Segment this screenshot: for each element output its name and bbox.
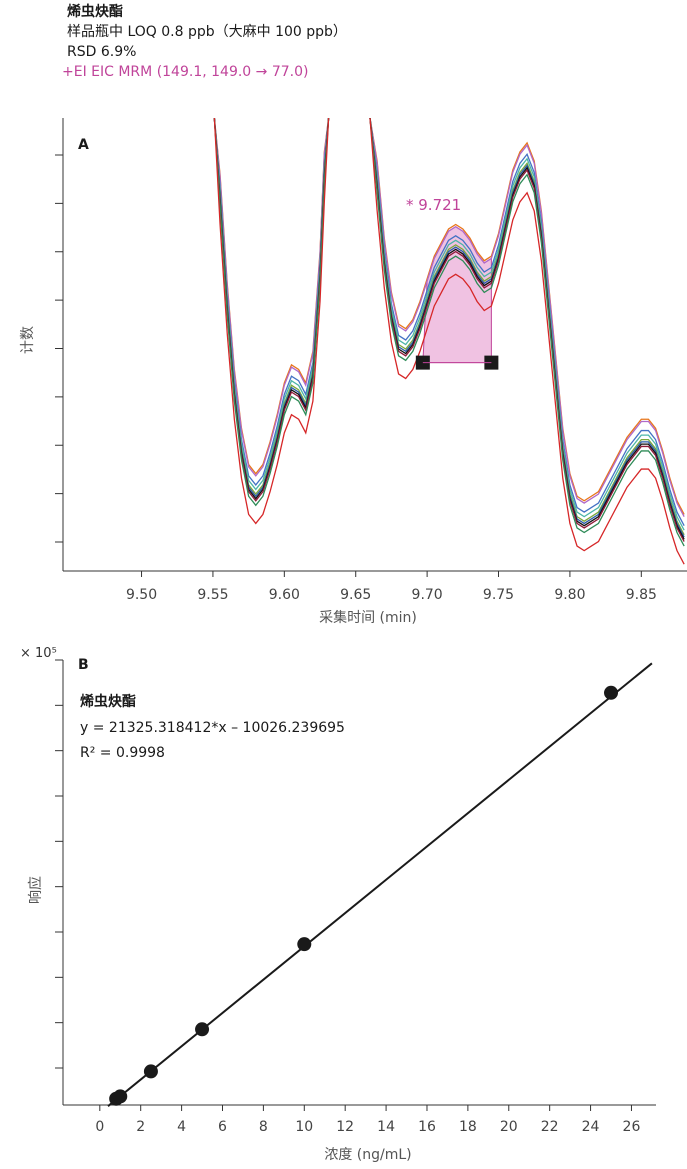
x-tick-label: 9.75 [483, 587, 514, 603]
calibration-point [195, 1022, 210, 1037]
panel-label-b: B [78, 657, 89, 673]
x-tick-label: 9.50 [126, 587, 157, 603]
x-tick-label: 9.85 [626, 587, 657, 603]
x-tick-label: 26 [623, 1119, 641, 1135]
x-tick-label: 8 [259, 1119, 268, 1135]
chromatogram-traces [213, 118, 685, 565]
chromatogram-trace [213, 118, 685, 547]
x-tick-label: 6 [218, 1119, 227, 1135]
regression-equation: y = 21325.318412*x – 10026.239695 [80, 720, 345, 736]
x-tick-label: 22 [541, 1119, 559, 1135]
x-tick-label: 18 [459, 1119, 477, 1135]
calibration-point [143, 1064, 158, 1079]
x-tick-label: 14 [377, 1119, 395, 1135]
calibration-points [109, 685, 619, 1106]
calibration-point [113, 1089, 128, 1104]
integration-fill [422, 226, 492, 364]
x-tick-label: 0 [95, 1119, 104, 1135]
x-tick-label: 10 [295, 1119, 313, 1135]
chromatogram-chart: 9.50 9.55 9.60 9.65 9.70 9.75 9.80 9.85 A * 9.7… [20, 118, 687, 626]
x-tick-label: 9.65 [340, 587, 371, 603]
x-tick-label: 20 [500, 1119, 518, 1135]
calibration-point [297, 937, 312, 952]
x-tick-label: 9.60 [269, 587, 300, 603]
x-tick-label: 12 [336, 1119, 354, 1135]
integration-area [422, 226, 492, 364]
x-axis-title: 采集时间 (min) [319, 609, 417, 626]
x-tick-label: 9.55 [197, 587, 228, 603]
x-tick-label: 2 [136, 1119, 145, 1135]
r-squared: R² = 0.9998 [80, 745, 165, 761]
y-axis-title: 响应 [27, 876, 44, 904]
curve-compound: 烯虫炔酯 [80, 693, 136, 710]
peak-label: * 9.721 [406, 196, 461, 214]
calibration-point [604, 685, 619, 700]
x-tick-label: 9.70 [412, 587, 443, 603]
calibration-chart: 0 2 4 6 8 10 12 14 16 18 20 22 24 26 × 10⁵ B 烯虫炔酯 y =… [20, 646, 656, 1163]
loq-text: 样品瓶中 LOQ 0.8 ppb（大麻中 100 ppb） [67, 24, 347, 40]
x-tick-label: 16 [418, 1119, 436, 1135]
chromatogram-trace [213, 118, 685, 565]
x-tick-label: 24 [582, 1119, 600, 1135]
x-tick-label: 4 [177, 1119, 186, 1135]
calibration-axes: 0 2 4 6 8 10 12 14 16 18 20 22 24 26 [55, 659, 656, 1135]
panel-label-a: A [78, 137, 89, 153]
chromatogram-axes: 9.50 9.55 9.60 9.65 9.70 9.75 9.80 9.85 [55, 118, 687, 603]
eic-label: +EI EIC MRM (149.1, 149.0 → 77.0) [62, 64, 309, 80]
y-axis-title: 计数 [20, 326, 36, 354]
integration-markers [415, 355, 499, 370]
x-tick-label: 9.80 [554, 587, 585, 603]
y-multiplier: × 10⁵ [20, 646, 57, 661]
x-axis-title: 浓度 (ng/mL) [324, 1147, 411, 1163]
compound-title: 烯虫炔酯 [67, 4, 123, 20]
rsd-text: RSD 6.9% [67, 44, 137, 60]
